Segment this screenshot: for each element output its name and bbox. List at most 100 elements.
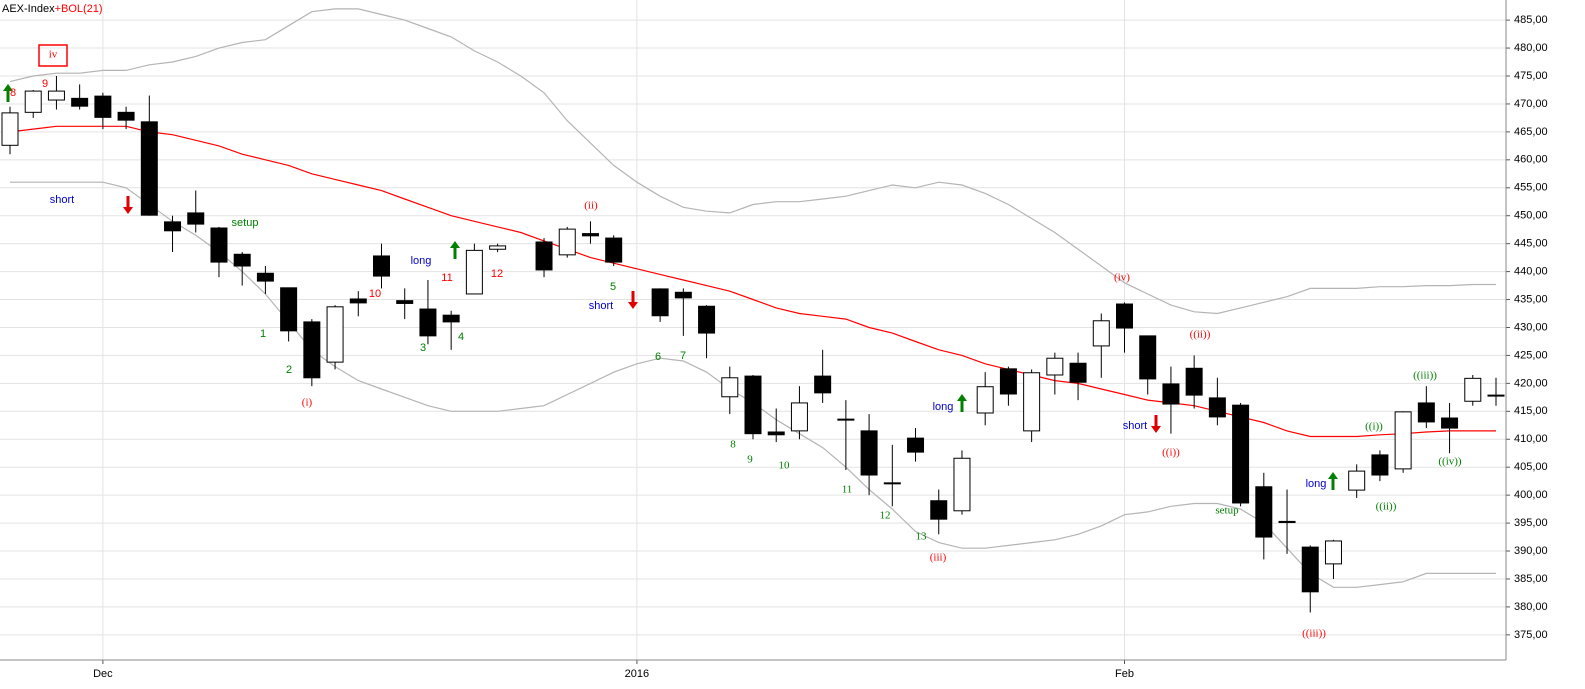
candle-body <box>1441 417 1459 429</box>
candle-body <box>465 249 483 295</box>
candle-body <box>1 112 19 146</box>
candle-body <box>1046 357 1064 376</box>
annotation: ((ii)) <box>1190 329 1211 341</box>
y-tick-label: 390,00 <box>1514 545 1548 557</box>
y-tick-label: 435,00 <box>1514 293 1548 305</box>
candle-body <box>837 418 855 421</box>
signal-arrow-head <box>3 84 13 91</box>
candle-body <box>953 457 971 512</box>
signal-arrow-head <box>1151 426 1161 433</box>
annotation: (iv) <box>1114 272 1130 284</box>
annotation: 8 <box>10 87 16 99</box>
x-tick-label: 2016 <box>625 668 649 680</box>
annotation: (i) <box>302 397 313 409</box>
signal-arrow-head <box>1328 472 1338 479</box>
candle-body <box>744 375 762 435</box>
y-tick-label: 380,00 <box>1514 601 1548 613</box>
y-tick-label: 440,00 <box>1514 266 1548 278</box>
candle-body <box>1464 377 1482 402</box>
annotation: ((i)) <box>1162 447 1180 459</box>
candle-body <box>1092 320 1110 347</box>
y-tick-label: 420,00 <box>1514 377 1548 389</box>
candle-body <box>814 375 832 394</box>
annotation: short <box>50 194 74 206</box>
candle-body <box>1324 540 1342 565</box>
annotation: setup <box>232 217 259 229</box>
signal-arrow-head <box>123 207 133 214</box>
candle-body <box>1394 411 1412 470</box>
y-tick-label: 385,00 <box>1514 573 1548 585</box>
candle-body <box>1301 546 1319 593</box>
candle-body <box>581 233 599 237</box>
candle-body <box>1162 383 1180 405</box>
candle-body <box>256 272 274 282</box>
candle-body <box>767 431 785 436</box>
signal-arrow-head <box>628 302 638 309</box>
y-tick-label: 400,00 <box>1514 489 1548 501</box>
candle-body <box>1371 454 1389 476</box>
annotation: ((ii)) <box>1376 501 1397 513</box>
candle-body <box>1208 397 1226 418</box>
annotation: 9 <box>747 454 753 466</box>
candle-body <box>535 241 553 271</box>
candle-body <box>140 121 158 216</box>
band-line <box>9 8 1496 315</box>
x-tick-label: Feb <box>1115 668 1134 680</box>
signal-arrow-head <box>957 394 967 401</box>
candle-body <box>999 368 1017 395</box>
signal-arrow-head <box>450 241 460 248</box>
candle-body <box>1278 520 1296 524</box>
candle-body <box>489 245 507 250</box>
candle-body <box>373 255 390 277</box>
candle-body <box>1116 303 1133 329</box>
candle-body <box>419 308 437 337</box>
candle-body <box>1232 404 1250 504</box>
candle-body <box>210 227 228 263</box>
candle-body <box>558 228 576 256</box>
y-tick-label: 405,00 <box>1514 461 1548 473</box>
y-tick-label: 480,00 <box>1514 42 1548 54</box>
annotation: short <box>589 300 613 312</box>
annotation: 10 <box>779 460 791 472</box>
candle-body <box>1255 486 1273 538</box>
y-tick-label: 410,00 <box>1514 433 1548 445</box>
annotation: 12 <box>491 268 503 280</box>
candle-body <box>907 437 925 453</box>
y-tick-label: 445,00 <box>1514 238 1548 250</box>
candle-body <box>1069 362 1087 383</box>
annotation: ((iii)) <box>1413 370 1437 382</box>
y-tick-label: 450,00 <box>1514 210 1548 222</box>
annotation: 7 <box>680 350 686 362</box>
candle-body <box>187 212 205 225</box>
y-tick-label: 455,00 <box>1514 182 1548 194</box>
y-tick-label: 465,00 <box>1514 126 1548 138</box>
annotation: (ii) <box>584 200 598 212</box>
annotation: long <box>933 401 954 413</box>
annotation: 2 <box>286 364 292 376</box>
y-tick-label: 470,00 <box>1514 98 1548 110</box>
candle-body <box>790 402 808 432</box>
y-tick-label: 375,00 <box>1514 629 1548 641</box>
annotation: iv <box>49 49 58 61</box>
candle-body <box>1023 372 1041 432</box>
y-tick-label: 415,00 <box>1514 405 1548 417</box>
annotation: 12 <box>880 510 891 522</box>
indicator-name: +BOL(21) <box>55 3 103 15</box>
annotation: setup <box>1215 505 1239 517</box>
annotation: 4 <box>458 331 464 343</box>
candle-body <box>24 90 42 113</box>
y-tick-label: 395,00 <box>1514 517 1548 529</box>
annotation-box <box>38 44 68 67</box>
annotation: 9 <box>42 78 48 90</box>
candle-body <box>94 95 112 118</box>
candle-body <box>674 291 692 299</box>
candle-body <box>326 306 344 363</box>
candle-body <box>883 482 901 485</box>
instrument-name: AEX-Index <box>2 3 55 15</box>
y-tick-label: 425,00 <box>1514 349 1548 361</box>
candle-body <box>71 97 89 107</box>
candle-body <box>976 386 994 414</box>
candle-body <box>1185 367 1203 396</box>
y-tick-label: 485,00 <box>1514 14 1548 26</box>
candle-body <box>1348 470 1366 491</box>
